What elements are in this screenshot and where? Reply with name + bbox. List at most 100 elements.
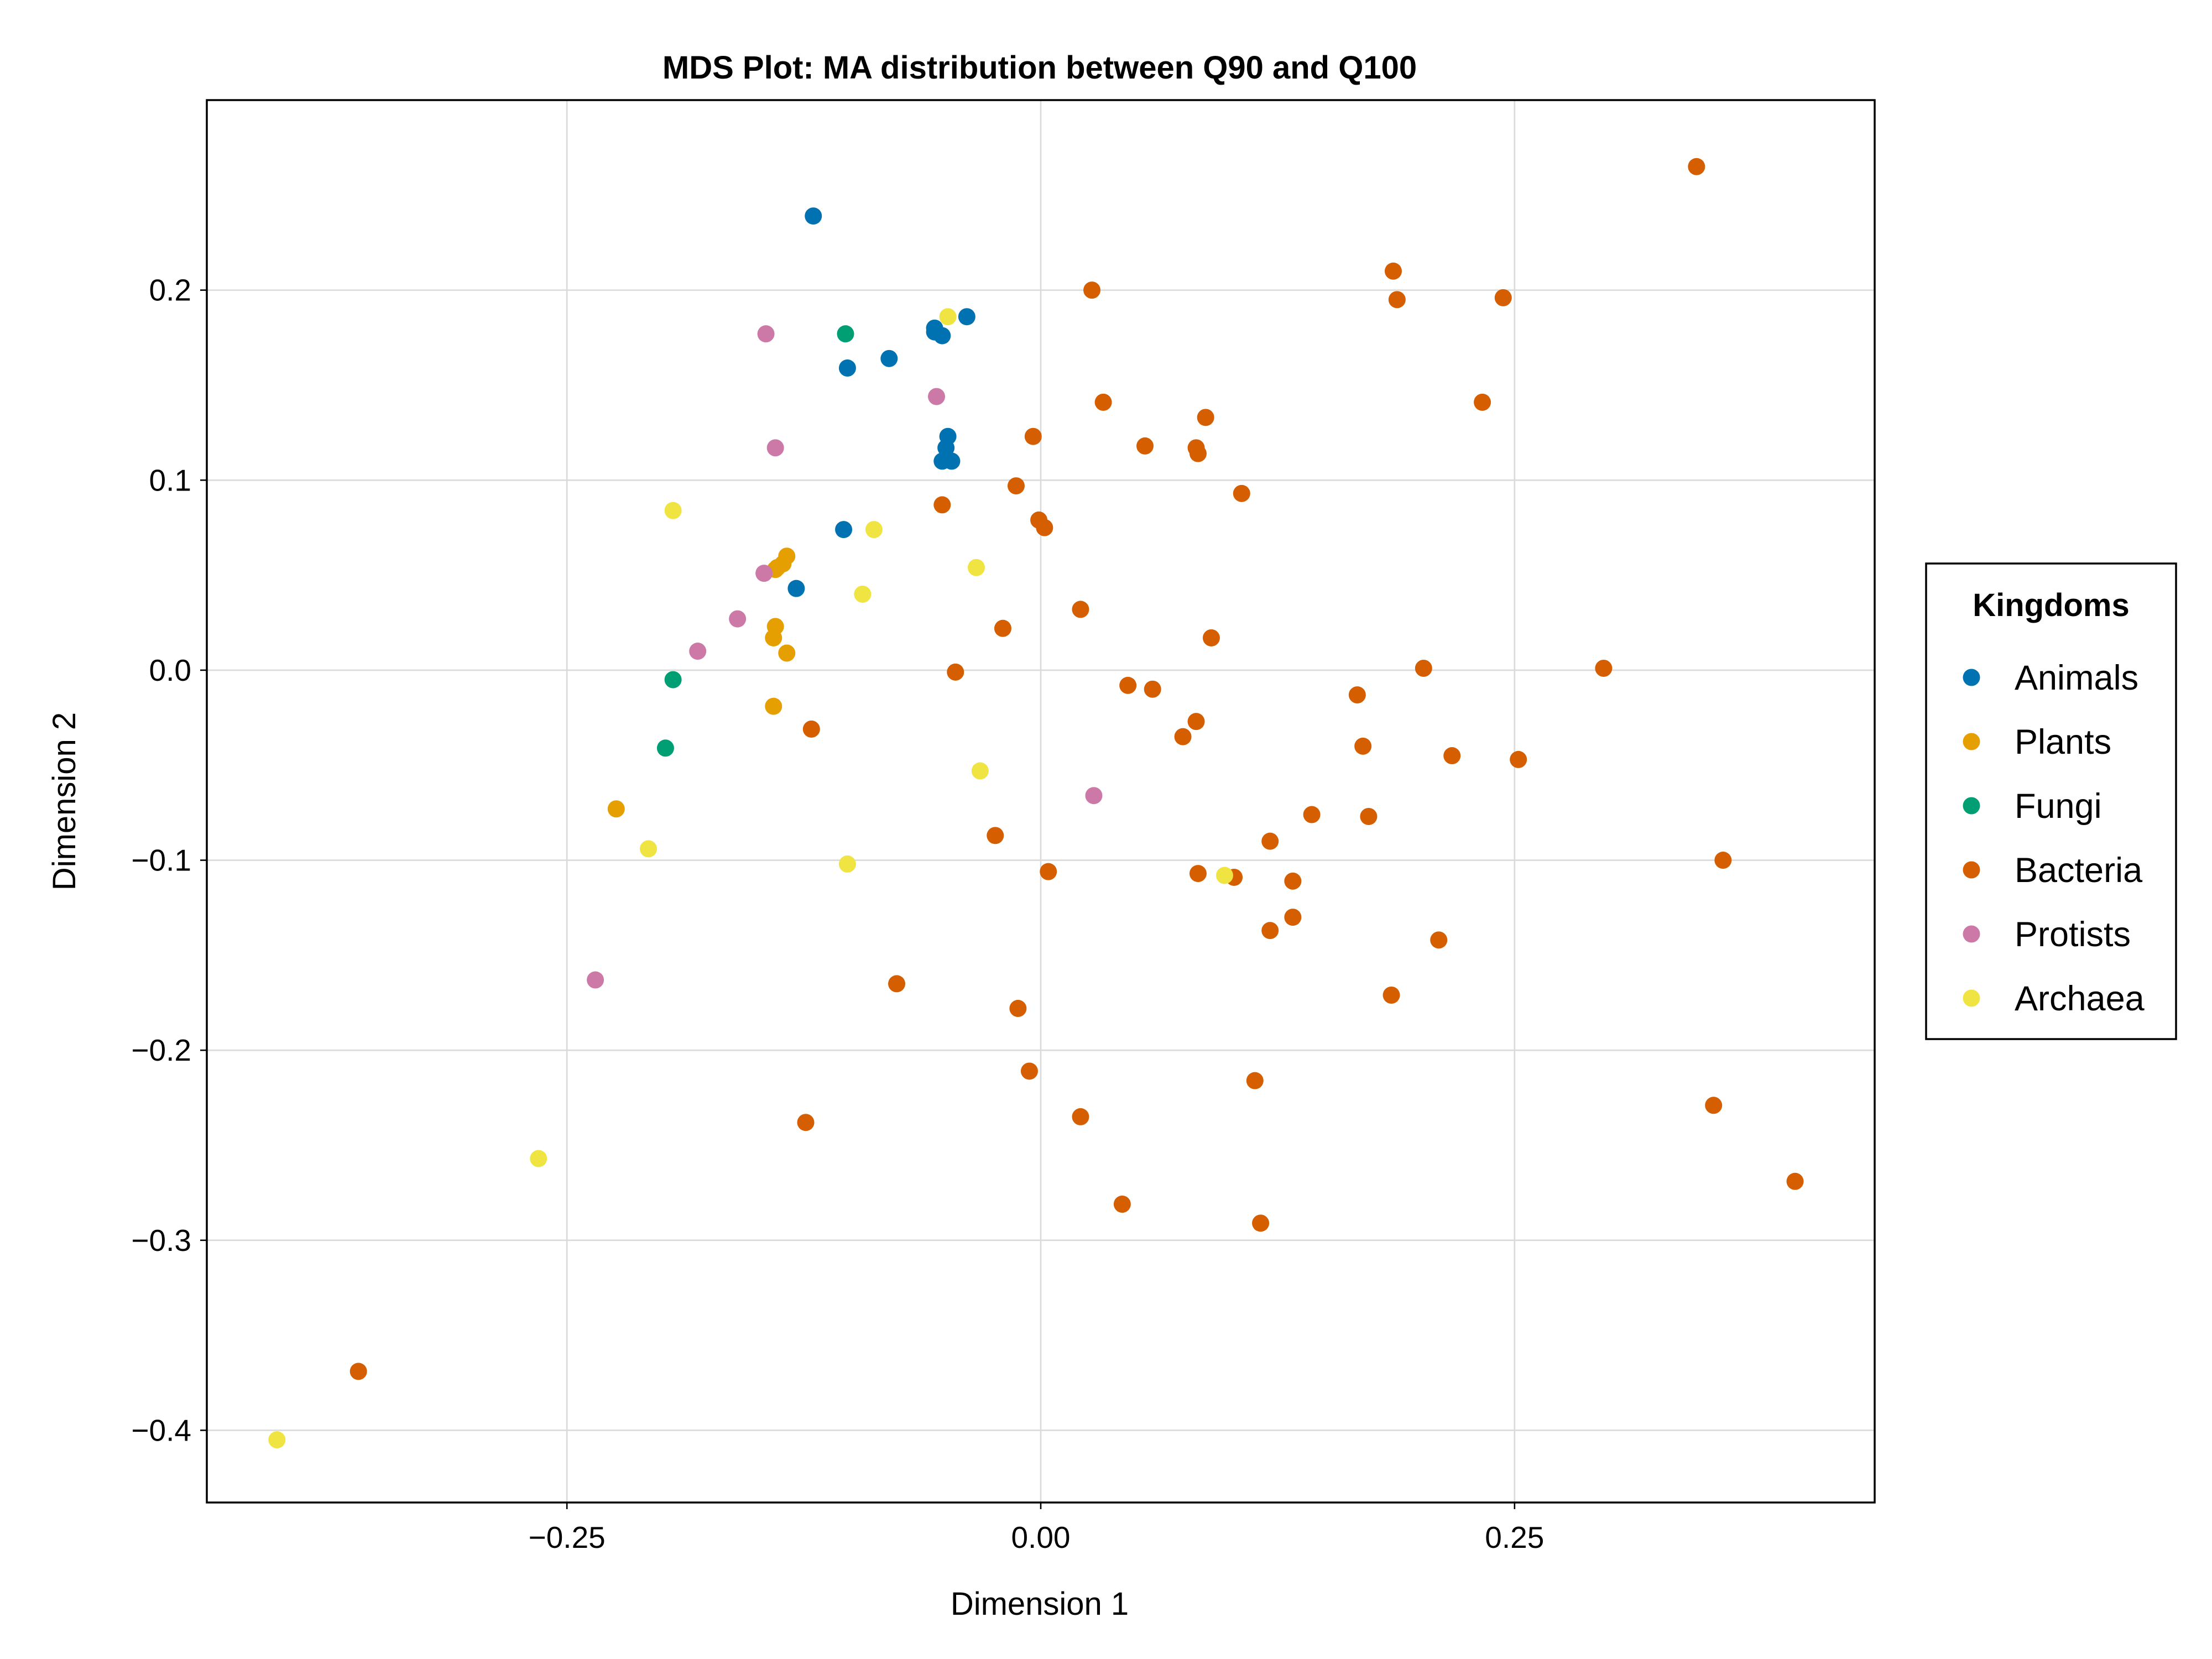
data-point xyxy=(1303,806,1321,823)
legend-marker xyxy=(1963,797,1980,815)
data-point xyxy=(1174,728,1192,745)
data-point xyxy=(1388,291,1406,309)
data-point xyxy=(587,971,604,989)
data-point xyxy=(937,439,955,457)
data-point xyxy=(1443,747,1461,765)
data-point xyxy=(1415,659,1432,677)
data-point xyxy=(971,762,989,780)
data-point xyxy=(865,521,883,539)
data-point xyxy=(1705,1097,1723,1114)
data-points xyxy=(268,158,1804,1449)
data-point xyxy=(1595,659,1613,677)
data-point xyxy=(1246,1072,1264,1089)
data-point xyxy=(1510,750,1527,768)
legend-label: Archaea xyxy=(2015,979,2145,1018)
data-point xyxy=(530,1150,547,1167)
data-point xyxy=(268,1431,286,1449)
data-point xyxy=(1786,1172,1804,1190)
legend-marker xyxy=(1963,669,1980,686)
axis-ticks: −0.25 0.00 0.25 −0.4 −0.3 −0.2 −0.1 0.0 0.1 0.2 xyxy=(131,273,1544,1554)
legend-label: Protists xyxy=(2015,915,2131,954)
y-tick-label: 0.0 xyxy=(149,653,191,687)
data-point xyxy=(802,720,820,738)
data-point xyxy=(797,1114,815,1131)
data-point xyxy=(880,349,898,367)
data-point xyxy=(1714,852,1732,869)
data-point xyxy=(765,629,782,646)
y-tick-label: −0.4 xyxy=(131,1413,191,1447)
legend: Kingdoms Animals Plants Fungi Bacteria Proti… xyxy=(1925,562,2177,1040)
data-point xyxy=(664,502,682,519)
data-point xyxy=(1384,262,1402,280)
series-archaea xyxy=(268,308,1233,1449)
data-point xyxy=(1072,601,1089,618)
legend-label: Animals xyxy=(2015,659,2138,697)
data-point xyxy=(755,565,773,582)
data-point xyxy=(967,559,985,576)
data-point xyxy=(838,855,856,873)
legend-label: Fungi xyxy=(2015,787,2102,826)
data-point xyxy=(805,207,822,225)
grid-lines xyxy=(207,100,1875,1503)
series-bacteria xyxy=(349,158,1804,1380)
series-animals xyxy=(787,207,975,597)
data-point xyxy=(349,1363,367,1380)
data-point xyxy=(838,359,856,377)
data-point xyxy=(1040,863,1057,880)
data-point xyxy=(1233,484,1250,502)
data-point xyxy=(837,325,854,343)
data-point xyxy=(757,325,775,343)
data-point xyxy=(1202,629,1220,646)
data-point xyxy=(958,308,975,326)
data-point xyxy=(778,644,796,662)
data-point xyxy=(664,671,682,688)
data-point xyxy=(1119,676,1137,694)
data-point xyxy=(766,439,784,457)
data-point xyxy=(947,663,964,681)
data-point xyxy=(1430,931,1448,949)
legend-items: Animals Plants Fungi Bacteria Protists Archae… xyxy=(1963,659,2145,1018)
data-point xyxy=(1261,922,1279,940)
data-point xyxy=(926,323,943,341)
data-point xyxy=(854,585,872,603)
data-point xyxy=(928,388,945,405)
data-point xyxy=(1261,832,1279,850)
data-point xyxy=(1136,437,1154,455)
x-tick-label: −0.25 xyxy=(529,1520,606,1554)
data-point xyxy=(1383,987,1400,1004)
data-point xyxy=(640,840,658,858)
legend-title: Kingdoms xyxy=(1973,587,2130,623)
legend-marker xyxy=(1963,989,1980,1007)
data-point xyxy=(1144,680,1161,698)
data-point xyxy=(1348,686,1366,704)
data-point xyxy=(656,739,674,757)
legend-label: Plants xyxy=(2015,723,2111,761)
data-point xyxy=(994,619,1011,637)
data-point xyxy=(1189,445,1207,462)
legend-marker xyxy=(1963,925,1980,943)
data-point xyxy=(835,521,853,539)
data-point xyxy=(1688,158,1705,175)
series-protists xyxy=(587,325,1103,989)
data-point xyxy=(1113,1195,1131,1213)
y-tick-label: 0.1 xyxy=(149,463,191,497)
data-point xyxy=(1009,1000,1027,1018)
data-point xyxy=(1083,281,1101,299)
data-point xyxy=(1020,1062,1038,1080)
x-tick-label: 0.00 xyxy=(1011,1520,1070,1554)
data-point xyxy=(1072,1108,1089,1125)
data-point xyxy=(689,643,707,660)
data-point xyxy=(1085,787,1103,805)
y-tick-label: −0.2 xyxy=(131,1033,191,1067)
data-point xyxy=(943,452,961,470)
data-point xyxy=(1252,1214,1270,1232)
data-point xyxy=(987,827,1004,844)
data-point xyxy=(1036,519,1053,536)
data-point xyxy=(1187,713,1205,731)
data-point xyxy=(933,496,951,514)
data-point xyxy=(888,975,906,993)
legend-marker xyxy=(1963,861,1980,879)
y-tick-label: 0.2 xyxy=(149,273,191,307)
series-fungi xyxy=(656,325,854,757)
